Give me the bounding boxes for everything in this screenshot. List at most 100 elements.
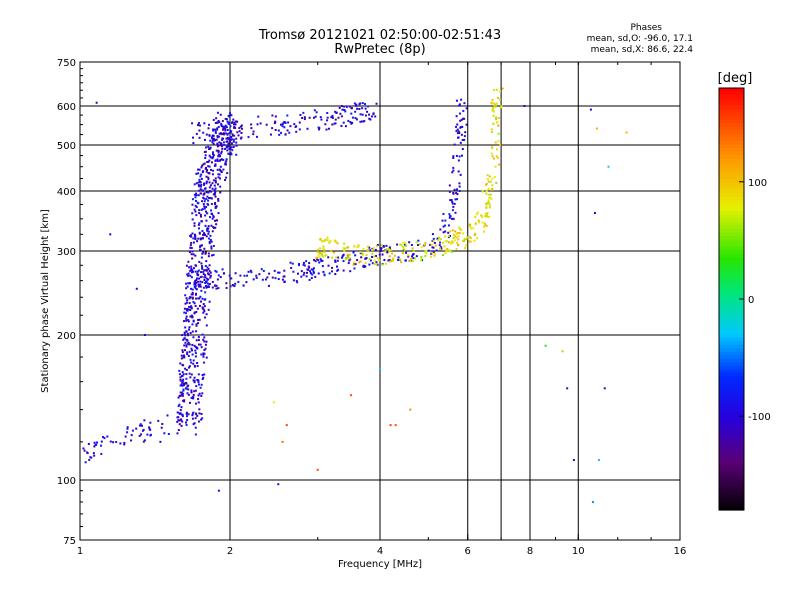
echo-point [191, 417, 194, 420]
echo-point [194, 345, 197, 348]
echo-point [431, 246, 434, 249]
echo-point [473, 239, 476, 242]
colorbar-segment [719, 351, 744, 356]
chart-title: Tromsø 20121021 02:50:00-02:51:43 [258, 28, 501, 43]
echo-point [207, 255, 210, 258]
echo-point [458, 112, 461, 115]
echo-point [204, 285, 207, 288]
echo-point [285, 424, 288, 427]
echo-point [494, 141, 497, 144]
echo-point [274, 120, 277, 123]
echo-point [308, 278, 311, 281]
echo-point [461, 125, 464, 128]
echo-point [202, 233, 205, 236]
echo-point [189, 306, 192, 309]
echo-point [335, 265, 338, 268]
echo-point [356, 259, 359, 262]
echo-point [340, 105, 343, 108]
echo-point [302, 263, 305, 266]
echo-point [290, 266, 293, 269]
echo-point [485, 192, 488, 195]
colorbar-segment [719, 320, 744, 325]
echo-point [185, 368, 188, 371]
echo-point [301, 117, 304, 120]
echo-point [312, 271, 315, 274]
echo-point [233, 285, 236, 288]
echo-point [135, 287, 138, 290]
echo-point [348, 257, 351, 260]
echo-point [201, 307, 204, 310]
echo-point [353, 102, 356, 105]
echo-point [208, 242, 211, 245]
colorbar-segment [719, 288, 744, 293]
x-tick-label: 1 [77, 546, 83, 557]
echo-point [463, 135, 466, 138]
echo-point [459, 228, 462, 231]
echo-point [222, 127, 225, 130]
echo-point [226, 136, 229, 139]
echo-point [424, 241, 427, 244]
echo-point [461, 148, 464, 151]
echo-point [195, 182, 198, 185]
echo-point [206, 277, 209, 280]
echo-point [439, 246, 442, 249]
echo-point [443, 235, 446, 238]
echo-point [393, 254, 396, 257]
echo-point [346, 256, 349, 259]
echo-point [199, 276, 202, 279]
echo-point [218, 135, 221, 138]
echo-point [209, 184, 212, 187]
echo-point [205, 191, 208, 194]
echo-point [379, 367, 381, 370]
echo-point [368, 258, 371, 261]
echo-point [207, 268, 210, 271]
echo-point [459, 126, 462, 129]
echo-point [385, 248, 388, 251]
echo-point [202, 355, 205, 358]
echo-point [277, 271, 280, 274]
colorbar-segment [719, 408, 744, 413]
echo-point [191, 353, 194, 356]
echo-point [435, 249, 438, 252]
echo-point [255, 274, 258, 277]
colorbar-segment [719, 225, 744, 230]
echo-point [566, 387, 569, 390]
echo-point [230, 130, 233, 133]
echo-point [457, 238, 460, 241]
echo-point [219, 276, 222, 279]
echo-point [226, 133, 229, 136]
echo-point [217, 144, 220, 147]
echo-point [458, 155, 461, 158]
echo-point [359, 102, 362, 105]
echo-point [214, 206, 217, 209]
echo-point [425, 249, 428, 252]
echo-point [233, 121, 236, 124]
echo-point [255, 276, 258, 279]
echo-point [359, 120, 362, 123]
echo-point [500, 105, 503, 108]
echo-point [186, 308, 189, 311]
echo-point [199, 343, 202, 346]
echo-point [180, 406, 183, 409]
echo-point [216, 136, 219, 139]
echo-point [409, 408, 412, 411]
echo-point [195, 194, 198, 197]
echo-point [284, 133, 287, 136]
echo-point [455, 154, 458, 157]
echo-point [204, 264, 207, 267]
echo-point [322, 247, 325, 250]
echo-point [455, 248, 458, 251]
echo-point [210, 209, 213, 212]
echo-point [326, 119, 329, 122]
echo-point [572, 459, 575, 462]
echo-point [123, 441, 126, 444]
echo-point [198, 304, 201, 307]
echo-point [368, 263, 371, 266]
echo-point [490, 102, 493, 105]
echo-point [453, 188, 456, 191]
echo-point [197, 383, 200, 386]
colorbar-segment [719, 355, 744, 360]
echo-point [212, 128, 215, 131]
colorbar-segment [719, 411, 744, 416]
echo-point [181, 413, 184, 416]
